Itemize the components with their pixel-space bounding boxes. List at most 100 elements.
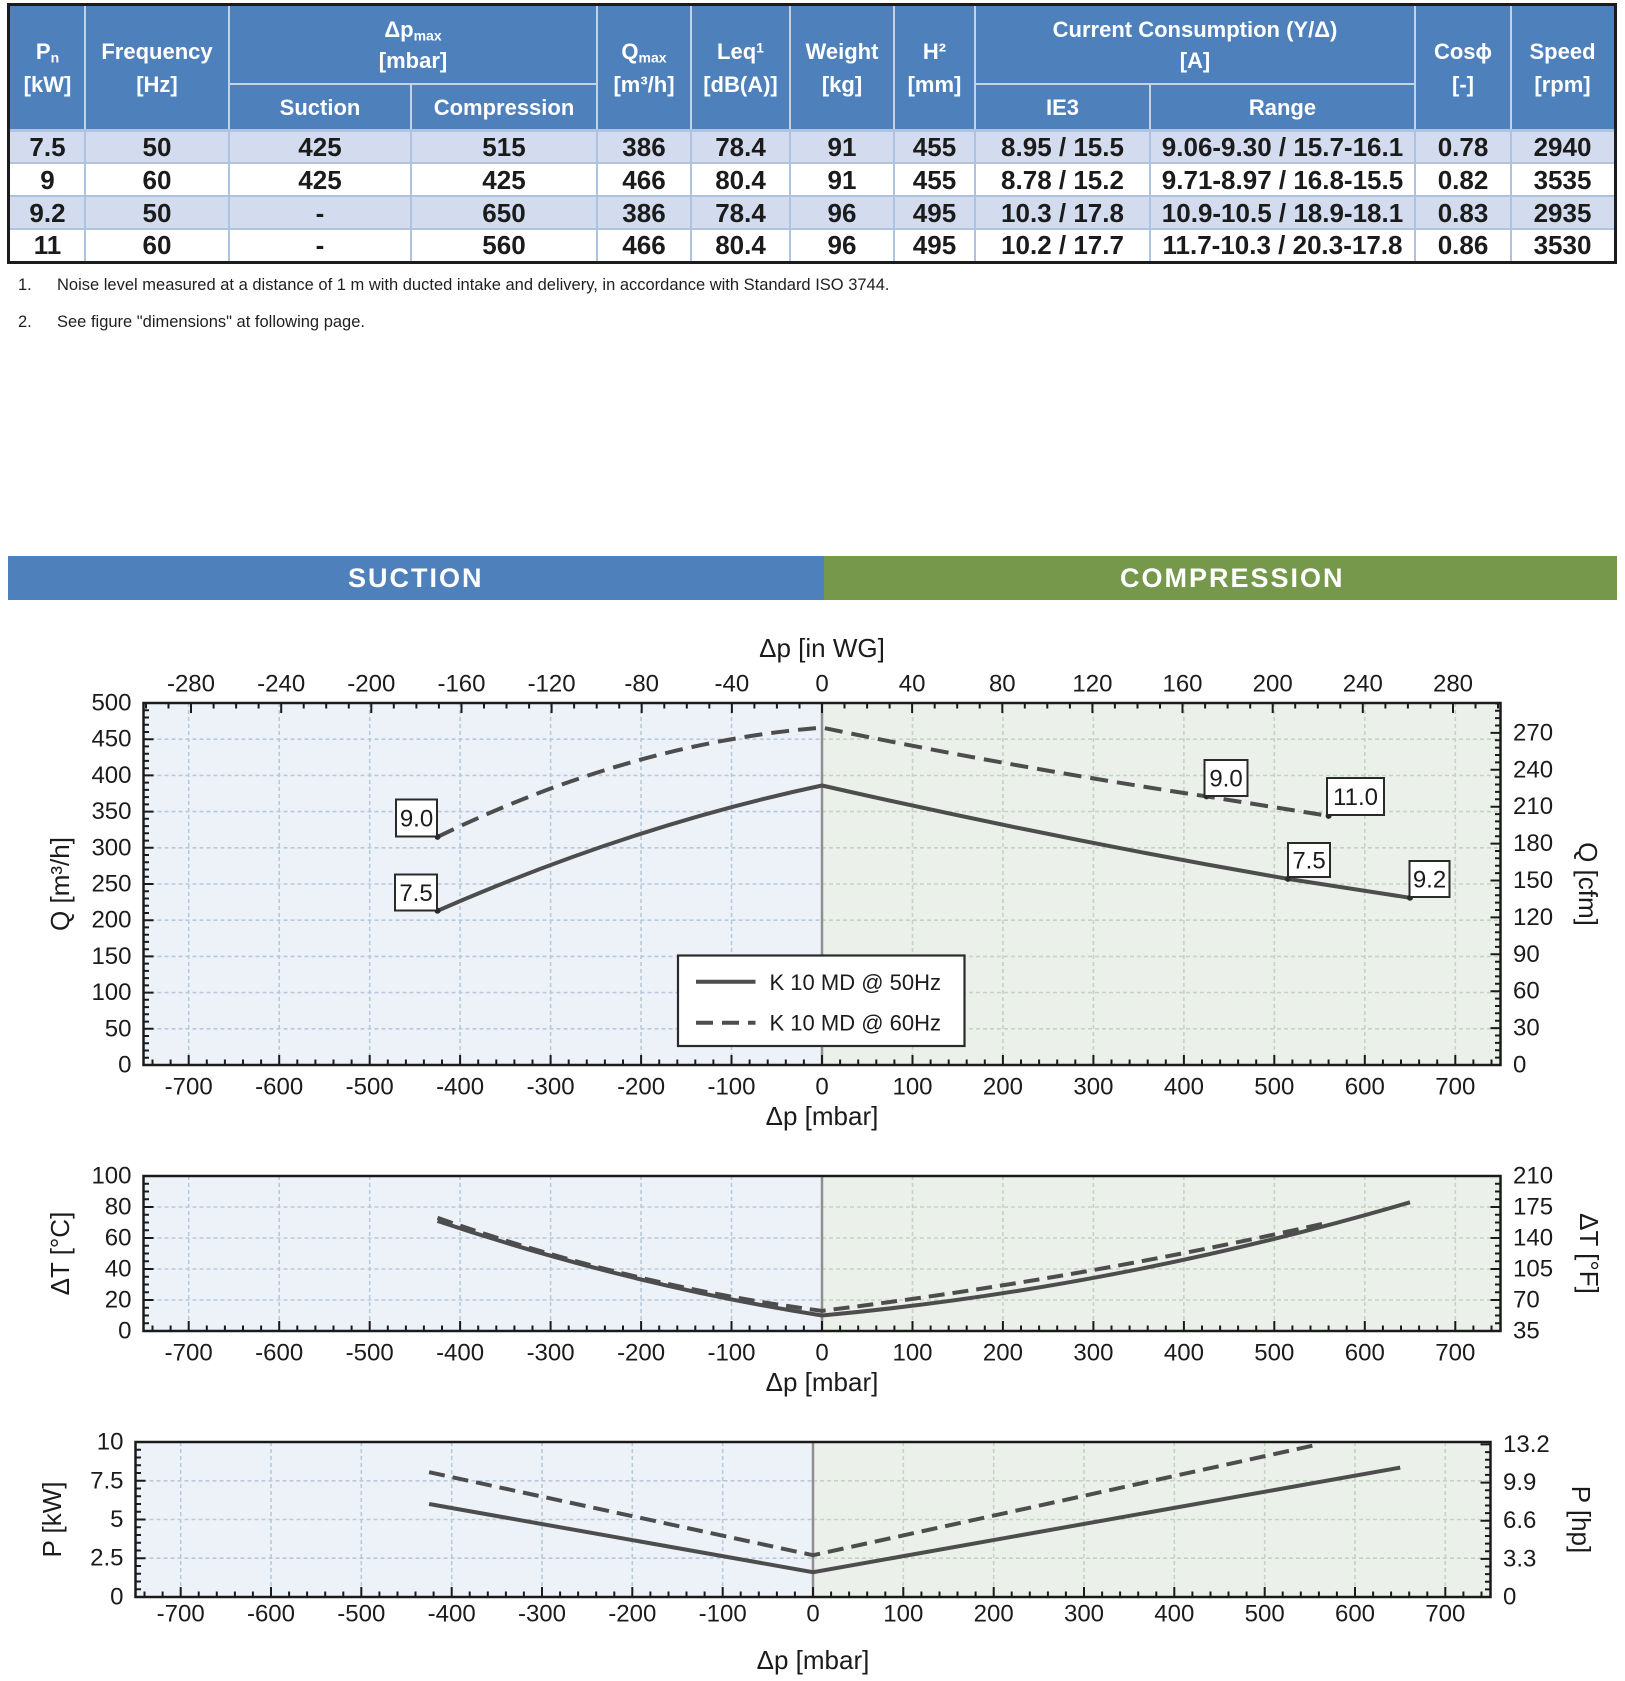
svg-text:700: 700 bbox=[1435, 1340, 1475, 1367]
svg-text:0: 0 bbox=[815, 1340, 828, 1367]
svg-text:ΔT [°F]: ΔT [°F] bbox=[1574, 1213, 1604, 1294]
svg-text:K 10 MD @ 50Hz: K 10 MD @ 50Hz bbox=[770, 970, 942, 995]
svg-text:0: 0 bbox=[118, 1318, 131, 1345]
svg-text:-300: -300 bbox=[527, 1074, 575, 1101]
svg-text:3.3: 3.3 bbox=[1503, 1545, 1536, 1572]
svg-text:P [kW]: P [kW] bbox=[37, 1481, 67, 1557]
svg-text:9.9: 9.9 bbox=[1503, 1469, 1536, 1496]
svg-text:35: 35 bbox=[1513, 1318, 1540, 1345]
svg-text:-100: -100 bbox=[707, 1340, 755, 1367]
svg-text:200: 200 bbox=[974, 1601, 1014, 1628]
svg-text:175: 175 bbox=[1513, 1194, 1553, 1221]
svg-text:-200: -200 bbox=[608, 1601, 656, 1628]
svg-text:200: 200 bbox=[91, 907, 131, 934]
svg-text:400: 400 bbox=[1154, 1601, 1194, 1628]
svg-text:150: 150 bbox=[1513, 867, 1553, 894]
svg-text:0: 0 bbox=[815, 1074, 828, 1101]
svg-text:-100: -100 bbox=[699, 1601, 747, 1628]
svg-text:-120: -120 bbox=[528, 671, 576, 698]
svg-text:300: 300 bbox=[91, 834, 131, 861]
svg-text:ΔT [°C]: ΔT [°C] bbox=[45, 1212, 75, 1296]
svg-text:Q [m³/h]: Q [m³/h] bbox=[45, 837, 75, 931]
svg-text:20: 20 bbox=[105, 1287, 132, 1314]
svg-text:90: 90 bbox=[1513, 941, 1540, 968]
svg-text:500: 500 bbox=[91, 690, 131, 717]
svg-text:30: 30 bbox=[1513, 1015, 1540, 1042]
svg-text:50: 50 bbox=[105, 1015, 132, 1042]
svg-text:-300: -300 bbox=[527, 1340, 575, 1367]
svg-text:700: 700 bbox=[1425, 1601, 1465, 1628]
svg-text:11.0: 11.0 bbox=[1333, 784, 1378, 811]
svg-text:2.5: 2.5 bbox=[90, 1545, 123, 1572]
svg-text:13.2: 13.2 bbox=[1503, 1431, 1550, 1458]
svg-text:Δp [mbar]: Δp [mbar] bbox=[766, 1367, 879, 1397]
svg-text:-500: -500 bbox=[346, 1340, 394, 1367]
svg-text:0: 0 bbox=[118, 1052, 131, 1079]
svg-text:100: 100 bbox=[892, 1074, 932, 1101]
svg-text:10: 10 bbox=[97, 1429, 124, 1456]
svg-text:400: 400 bbox=[91, 762, 131, 789]
svg-text:120: 120 bbox=[1513, 904, 1553, 931]
svg-text:-400: -400 bbox=[436, 1074, 484, 1101]
svg-text:70: 70 bbox=[1513, 1287, 1540, 1314]
svg-text:105: 105 bbox=[1513, 1256, 1553, 1283]
svg-text:80: 80 bbox=[989, 671, 1016, 698]
svg-text:450: 450 bbox=[91, 726, 131, 753]
svg-text:-300: -300 bbox=[518, 1601, 566, 1628]
svg-text:-500: -500 bbox=[337, 1601, 385, 1628]
svg-text:0: 0 bbox=[815, 671, 828, 698]
svg-text:500: 500 bbox=[1254, 1074, 1294, 1101]
svg-text:9.0: 9.0 bbox=[1209, 766, 1242, 793]
svg-text:7.5: 7.5 bbox=[90, 1467, 123, 1494]
svg-text:0: 0 bbox=[1503, 1584, 1516, 1611]
svg-text:-80: -80 bbox=[624, 671, 659, 698]
svg-text:40: 40 bbox=[105, 1256, 132, 1283]
svg-text:210: 210 bbox=[1513, 1163, 1553, 1190]
svg-text:120: 120 bbox=[1072, 671, 1112, 698]
svg-text:80: 80 bbox=[105, 1194, 132, 1221]
svg-text:600: 600 bbox=[1345, 1074, 1385, 1101]
svg-text:100: 100 bbox=[883, 1601, 923, 1628]
svg-text:150: 150 bbox=[91, 943, 131, 970]
svg-text:100: 100 bbox=[91, 1163, 131, 1190]
svg-text:5: 5 bbox=[110, 1506, 123, 1533]
svg-text:350: 350 bbox=[91, 798, 131, 825]
svg-text:300: 300 bbox=[1073, 1074, 1113, 1101]
svg-text:-600: -600 bbox=[247, 1601, 295, 1628]
svg-text:-700: -700 bbox=[165, 1074, 213, 1101]
svg-text:Q [cfm]: Q [cfm] bbox=[1573, 842, 1603, 926]
svg-text:-500: -500 bbox=[346, 1074, 394, 1101]
svg-text:K 10 MD @ 60Hz: K 10 MD @ 60Hz bbox=[770, 1011, 942, 1036]
svg-text:-700: -700 bbox=[165, 1340, 213, 1367]
svg-text:7.5: 7.5 bbox=[1292, 848, 1325, 875]
svg-text:Δp [in WG]: Δp [in WG] bbox=[759, 633, 885, 663]
svg-text:600: 600 bbox=[1335, 1601, 1375, 1628]
svg-text:9.0: 9.0 bbox=[400, 806, 433, 833]
svg-text:200: 200 bbox=[983, 1340, 1023, 1367]
svg-text:-240: -240 bbox=[257, 671, 305, 698]
svg-text:700: 700 bbox=[1435, 1074, 1475, 1101]
svg-text:P [hp]: P [hp] bbox=[1566, 1486, 1596, 1553]
svg-text:60: 60 bbox=[105, 1225, 132, 1252]
svg-text:6.6: 6.6 bbox=[1503, 1507, 1536, 1534]
svg-text:250: 250 bbox=[91, 871, 131, 898]
svg-text:270: 270 bbox=[1513, 719, 1553, 746]
svg-text:400: 400 bbox=[1164, 1074, 1204, 1101]
svg-text:-400: -400 bbox=[428, 1601, 476, 1628]
svg-text:100: 100 bbox=[91, 979, 131, 1006]
svg-text:160: 160 bbox=[1162, 671, 1202, 698]
svg-text:-200: -200 bbox=[617, 1074, 665, 1101]
svg-text:100: 100 bbox=[892, 1340, 932, 1367]
svg-text:500: 500 bbox=[1245, 1601, 1285, 1628]
svg-text:-200: -200 bbox=[347, 671, 395, 698]
svg-text:60: 60 bbox=[1513, 978, 1540, 1005]
svg-text:40: 40 bbox=[899, 671, 926, 698]
svg-text:180: 180 bbox=[1513, 830, 1553, 857]
svg-text:0: 0 bbox=[110, 1584, 123, 1611]
svg-text:300: 300 bbox=[1064, 1601, 1104, 1628]
svg-text:240: 240 bbox=[1343, 671, 1383, 698]
svg-text:300: 300 bbox=[1073, 1340, 1113, 1367]
svg-text:240: 240 bbox=[1513, 756, 1553, 783]
svg-text:-600: -600 bbox=[255, 1340, 303, 1367]
svg-text:200: 200 bbox=[1253, 671, 1293, 698]
